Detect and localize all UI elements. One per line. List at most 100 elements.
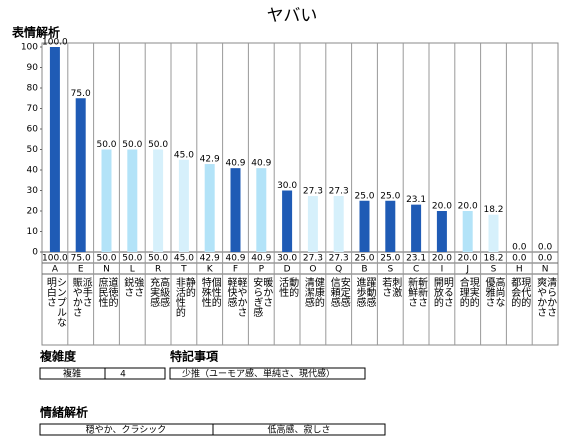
- table-border: [169, 367, 366, 380]
- x-tick-label: A: [52, 265, 59, 275]
- category-label: 現代的: [519, 277, 531, 308]
- value-cell: 18.2: [483, 254, 503, 264]
- category-label: 道徳的: [106, 276, 118, 308]
- category-label: 充実感: [148, 276, 160, 307]
- x-tick-label: I: [441, 265, 444, 275]
- category-label: 明白さ: [44, 277, 56, 307]
- y-tick-label: 30: [27, 186, 39, 196]
- bar: [204, 164, 215, 252]
- data-label: 75.0: [71, 89, 91, 99]
- data-label: 25.0: [380, 191, 400, 201]
- chart-title: 表情解析: [11, 25, 60, 40]
- data-label: 40.9: [225, 159, 245, 169]
- category-label: 躍動感: [364, 277, 376, 307]
- value-cell: 100.0: [42, 254, 68, 264]
- x-tick-label: B: [361, 265, 367, 275]
- x-tick-label: C: [413, 265, 419, 275]
- value-cell: 20.0: [432, 254, 452, 264]
- category-label: 動的: [287, 276, 299, 298]
- x-tick-label: L: [130, 265, 135, 275]
- data-label: 20.0: [432, 202, 452, 212]
- category-label: 庶民性: [96, 276, 108, 308]
- value-cell: 50.0: [96, 254, 116, 264]
- x-tick-label: E: [78, 265, 84, 275]
- value-cell: 50.0: [148, 254, 168, 264]
- y-tick-label: 10: [27, 227, 39, 237]
- y-tick-label: 80: [27, 84, 39, 94]
- category-label: 若さ: [380, 276, 392, 297]
- cell: 低高感、寂しさ: [267, 424, 330, 436]
- category-label: 清潔感: [302, 276, 314, 307]
- section-title: 特記事項: [170, 349, 219, 364]
- category-label: 軽快感: [225, 277, 237, 307]
- data-label: 0.0: [512, 243, 527, 253]
- x-tick-label: P: [259, 265, 265, 275]
- value-cell: 75.0: [71, 254, 91, 264]
- category-label: 都会的: [509, 277, 521, 308]
- category-label: 健康的: [312, 277, 324, 308]
- y-tick-label: 20: [27, 207, 39, 217]
- category-label: 安らぎ感: [251, 276, 263, 317]
- value-cell: 20.0: [458, 254, 478, 264]
- category-label: 刺激: [390, 277, 402, 298]
- data-label: 20.0: [458, 202, 478, 212]
- value-cell: 40.9: [225, 254, 245, 264]
- category-label: 特殊性: [199, 277, 211, 308]
- cell: 少推（ユーモア感、単純さ、現代感）: [182, 368, 335, 380]
- category-label: 開放的: [431, 277, 443, 308]
- x-tick-label: H: [516, 265, 523, 275]
- x-tick-label: Q: [335, 265, 342, 275]
- y-tick-label: 0: [32, 248, 38, 258]
- x-tick-label: K: [207, 265, 214, 275]
- category-label: 鋭さ: [122, 276, 134, 297]
- bar: [49, 47, 60, 252]
- bar: [307, 196, 318, 252]
- x-tick-label: S: [387, 265, 393, 275]
- data-label: 40.9: [251, 159, 271, 169]
- bar: [153, 149, 164, 252]
- category-label: 強さ: [132, 276, 144, 297]
- value-cell: 0.0: [538, 254, 553, 264]
- value-cell: 0.0: [512, 254, 527, 264]
- x-tick-label: T: [180, 265, 187, 275]
- value-cell: 23.1: [406, 254, 426, 264]
- category-label: 静的: [183, 276, 195, 298]
- x-tick-label: D: [284, 265, 291, 275]
- bar: [411, 204, 422, 252]
- category-label: 斬新さ: [416, 277, 428, 307]
- table-border: [39, 367, 166, 380]
- category-label: 個性的: [209, 276, 221, 308]
- data-label: 50.0: [96, 140, 116, 150]
- data-label: 25.0: [354, 191, 374, 201]
- value-cell: 25.0: [354, 254, 374, 264]
- y-tick-label: 50: [27, 145, 39, 155]
- category-label: 明るさ: [441, 277, 453, 307]
- bar: [75, 98, 86, 252]
- bar: [488, 214, 499, 252]
- value-cell: 42.9: [200, 254, 220, 264]
- y-tick-label: 40: [27, 166, 39, 176]
- data-label: 27.3: [303, 187, 323, 197]
- cell: 複雑: [63, 368, 81, 380]
- data-label: 18.2: [483, 205, 503, 215]
- category-label: 派手さ: [80, 277, 92, 307]
- cell: 穏やか、クラシック: [86, 425, 167, 436]
- x-tick-label: F: [233, 265, 238, 275]
- category-label: 優雅さ: [483, 276, 495, 307]
- category-label: 進歩感: [354, 277, 366, 307]
- category-label: 合理的: [457, 276, 469, 308]
- data-label: 30.0: [277, 181, 297, 191]
- category-label: 高尚な: [493, 276, 505, 307]
- value-cell: 27.3: [329, 254, 349, 264]
- category-label: 活性: [277, 277, 289, 298]
- y-tick-label: 60: [27, 125, 39, 135]
- category-label: 安定感: [338, 276, 350, 307]
- data-label: 27.3: [329, 187, 349, 197]
- category-label: 賑やかさ: [70, 277, 82, 317]
- bar: [230, 168, 241, 252]
- category-label: 信頼感: [328, 277, 340, 307]
- bar: [436, 211, 447, 252]
- bar: [385, 200, 396, 252]
- y-tick-label: 90: [27, 63, 39, 73]
